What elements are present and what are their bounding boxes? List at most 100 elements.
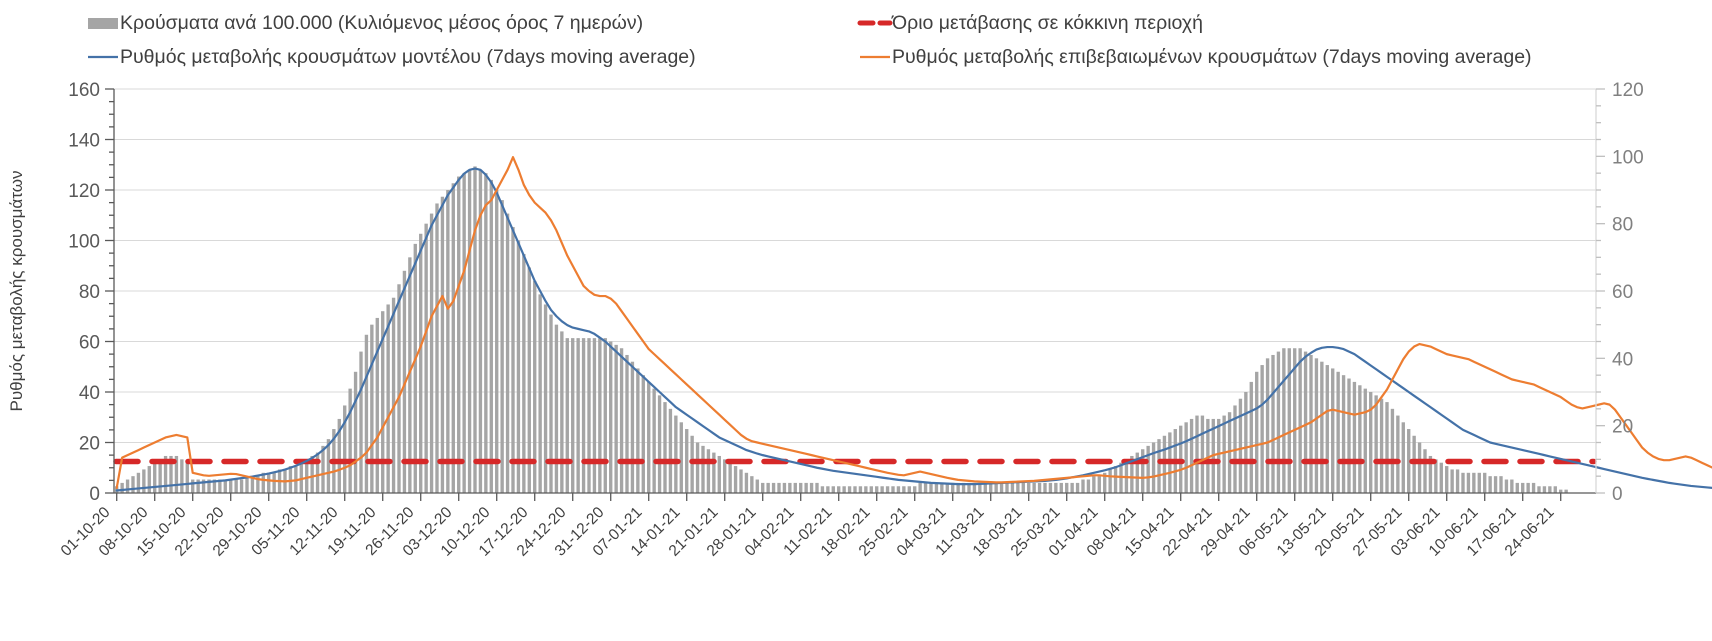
bar xyxy=(1320,361,1324,493)
bar xyxy=(1249,381,1253,493)
bar xyxy=(1515,482,1519,493)
bar xyxy=(1439,462,1443,493)
bar xyxy=(885,486,890,493)
legend-label-threshold: Όριο μετάβασης σε κόκκινη περιοχή xyxy=(891,12,1203,34)
bar xyxy=(353,371,358,493)
bar xyxy=(891,486,895,493)
line-series-confirmed xyxy=(115,156,1712,490)
bar xyxy=(1016,482,1020,493)
bar xyxy=(1287,348,1291,493)
bar xyxy=(896,486,901,493)
bar xyxy=(527,267,531,493)
bar xyxy=(1472,472,1476,493)
bar xyxy=(511,227,515,494)
bar xyxy=(473,166,477,493)
bar xyxy=(1276,351,1281,493)
bar xyxy=(994,482,998,493)
bar xyxy=(1293,348,1297,493)
bar xyxy=(668,408,673,493)
bar xyxy=(391,297,396,493)
bar xyxy=(630,361,635,493)
bar xyxy=(1336,371,1340,493)
bar xyxy=(1428,455,1433,493)
bar xyxy=(1401,422,1405,493)
bar xyxy=(462,173,466,493)
bar xyxy=(1396,415,1400,493)
bar xyxy=(180,459,184,493)
bar xyxy=(256,476,260,493)
bar xyxy=(945,482,949,493)
bar xyxy=(169,455,173,493)
legend-label-confirmed: Ρυθμός μεταβολής επιβεβαιωμένων κρουσμάτ… xyxy=(892,46,1532,68)
bar xyxy=(1537,486,1541,493)
left-axis-ticks: 0 20 40 60 80 100 120 140 160 xyxy=(68,80,114,505)
bar xyxy=(733,466,738,493)
bar xyxy=(500,200,504,493)
bar xyxy=(446,190,450,493)
bar xyxy=(820,486,825,493)
bar xyxy=(755,479,759,493)
bar xyxy=(913,486,917,493)
bar xyxy=(1499,476,1503,493)
bar xyxy=(1379,398,1384,493)
bar xyxy=(1466,472,1471,493)
bar xyxy=(690,435,694,493)
bar xyxy=(712,452,716,493)
bar xyxy=(1070,482,1074,493)
bar xyxy=(543,304,548,493)
bar xyxy=(739,469,743,493)
bar xyxy=(218,479,222,493)
bar xyxy=(592,338,597,493)
right-axis-ticks: 0 20 40 60 80 100 120 xyxy=(1596,80,1644,505)
bar xyxy=(647,381,651,493)
bar xyxy=(1075,482,1080,493)
bar xyxy=(826,486,830,493)
bar xyxy=(657,395,662,493)
bar xyxy=(815,482,819,493)
bar xyxy=(1189,418,1194,493)
bar xyxy=(337,418,341,493)
bar xyxy=(288,466,293,493)
bar xyxy=(1542,486,1547,493)
bar xyxy=(1483,472,1487,493)
bar xyxy=(809,482,814,493)
bar xyxy=(1504,479,1509,493)
bar xyxy=(1488,476,1492,493)
bar xyxy=(234,479,238,493)
bar xyxy=(478,169,483,494)
bar xyxy=(424,223,428,493)
legend-label-bars: Κρούσματα ανά 100.000 (Κυλιόμενος μέσος … xyxy=(120,12,643,34)
bar xyxy=(272,472,276,493)
bar xyxy=(961,482,966,493)
bar xyxy=(413,243,417,493)
bar xyxy=(907,486,911,493)
bar xyxy=(576,338,580,493)
bar xyxy=(1369,392,1373,493)
right-axis-tick-label: 0 xyxy=(1612,484,1623,505)
bar xyxy=(533,280,537,493)
bar xyxy=(1048,482,1053,493)
right-axis-tick-label: 60 xyxy=(1612,282,1633,303)
bar xyxy=(196,479,200,493)
bar xyxy=(869,486,873,493)
bar xyxy=(1021,482,1025,493)
legend-item-threshold: Όριο μετάβασης σε κόκκινη περιοχή xyxy=(857,12,1203,34)
bar xyxy=(706,449,711,493)
bar xyxy=(1363,388,1367,493)
bar xyxy=(1309,354,1313,493)
right-axis-tick-label: 120 xyxy=(1612,80,1644,101)
bar xyxy=(245,476,249,493)
bar xyxy=(1255,371,1259,493)
bar xyxy=(858,486,863,493)
bar xyxy=(549,314,553,493)
bar xyxy=(1010,482,1015,493)
bar xyxy=(239,479,244,493)
bar xyxy=(489,179,493,493)
bar xyxy=(1146,445,1150,493)
bar xyxy=(999,482,1004,493)
bar xyxy=(250,476,255,493)
bar xyxy=(131,476,135,493)
bar xyxy=(1358,385,1362,493)
bar xyxy=(951,482,955,493)
bar xyxy=(799,482,803,493)
